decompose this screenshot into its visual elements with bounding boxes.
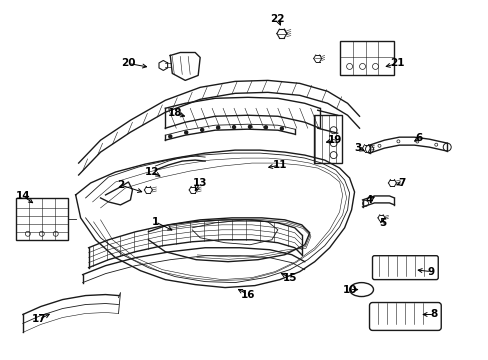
Text: 17: 17 (31, 314, 46, 324)
Bar (313, 115, 341, 163)
Text: 15: 15 (282, 273, 297, 283)
Bar (339, 41, 394, 75)
Text: 6: 6 (415, 133, 422, 143)
Circle shape (168, 135, 171, 138)
Text: 11: 11 (272, 160, 286, 170)
Circle shape (264, 126, 267, 129)
Circle shape (200, 129, 203, 131)
Text: 9: 9 (427, 267, 434, 276)
Text: 22: 22 (270, 14, 285, 24)
Text: 2: 2 (117, 180, 124, 190)
Text: 8: 8 (430, 310, 437, 319)
Circle shape (184, 131, 187, 134)
Text: 13: 13 (193, 178, 207, 188)
Circle shape (248, 125, 251, 128)
Text: 7: 7 (398, 178, 405, 188)
Text: 12: 12 (145, 167, 159, 177)
Text: 1: 1 (151, 217, 159, 227)
Text: 14: 14 (16, 191, 30, 201)
Circle shape (216, 126, 219, 129)
Text: 21: 21 (389, 58, 404, 68)
Text: 5: 5 (378, 218, 386, 228)
Bar (16, 198, 67, 240)
Text: 4: 4 (365, 195, 372, 205)
Text: 20: 20 (121, 58, 136, 68)
Text: 16: 16 (240, 289, 255, 300)
Text: 19: 19 (327, 135, 341, 145)
Text: 3: 3 (353, 143, 361, 153)
Circle shape (280, 127, 283, 130)
Circle shape (232, 126, 235, 129)
Text: 18: 18 (168, 108, 182, 118)
Text: 10: 10 (342, 284, 356, 294)
